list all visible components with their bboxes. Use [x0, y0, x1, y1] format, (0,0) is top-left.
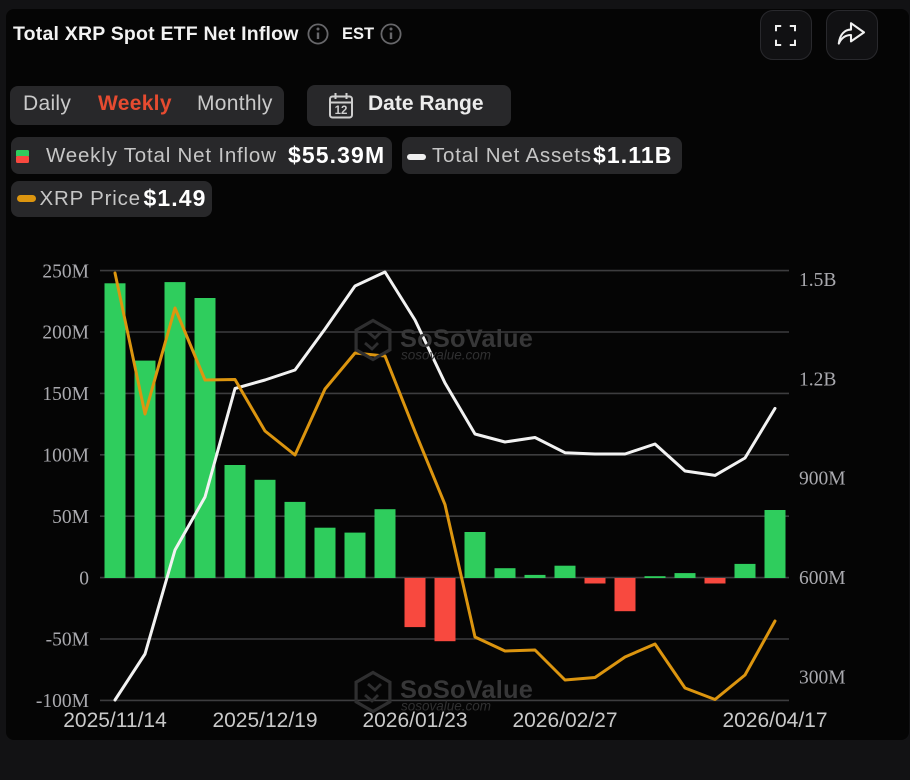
svg-text:SoSoValue: SoSoValue: [400, 325, 533, 353]
svg-text:100M: 100M: [42, 446, 89, 467]
svg-text:12: 12: [335, 105, 348, 117]
svg-text:2026/02/27: 2026/02/27: [512, 709, 617, 732]
svg-text:-100M: -100M: [36, 691, 89, 712]
svg-text:1.2B: 1.2B: [799, 370, 836, 391]
svg-text:50M: 50M: [52, 507, 89, 528]
svg-text:-50M: -50M: [46, 630, 89, 651]
svg-text:200M: 200M: [42, 323, 89, 344]
svg-text:1.5B: 1.5B: [799, 270, 836, 291]
svg-text:250M: 250M: [42, 261, 89, 282]
svg-text:sosovalue.com: sosovalue.com: [401, 348, 491, 363]
svg-text:2025/12/19: 2025/12/19: [212, 709, 317, 732]
svg-text:300M: 300M: [799, 668, 846, 689]
svg-text:600M: 600M: [799, 568, 846, 589]
svg-text:2026/01/23: 2026/01/23: [362, 709, 467, 732]
svg-text:2026/04/17: 2026/04/17: [722, 709, 827, 732]
svg-text:900M: 900M: [799, 469, 846, 490]
svg-text:sosovalue.com: sosovalue.com: [401, 699, 491, 714]
svg-text:0: 0: [79, 568, 89, 589]
svg-text:SoSoValue: SoSoValue: [400, 676, 533, 704]
svg-text:2025/11/14: 2025/11/14: [63, 709, 167, 732]
svg-text:150M: 150M: [42, 384, 89, 405]
